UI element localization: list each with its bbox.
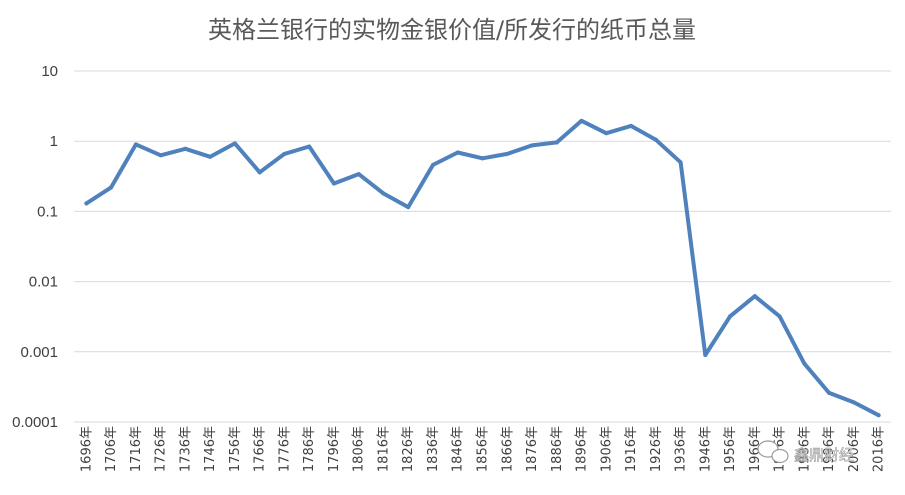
data-point bbox=[455, 150, 460, 155]
data-point bbox=[876, 413, 881, 418]
x-tick-label: 1956年 bbox=[723, 426, 738, 472]
data-point bbox=[133, 142, 138, 147]
y-tick-label: 0.0001 bbox=[12, 414, 58, 431]
wechat-icon bbox=[757, 440, 789, 464]
x-tick-label: 1846年 bbox=[451, 426, 466, 472]
data-point bbox=[554, 140, 559, 145]
x-tick-label: 1896年 bbox=[575, 426, 590, 472]
data-point bbox=[307, 144, 312, 149]
x-tick-label: 1806年 bbox=[352, 426, 367, 472]
data-point bbox=[827, 390, 832, 395]
x-tick-label: 2006年 bbox=[847, 426, 862, 472]
watermark: 鑫鼎财经 bbox=[757, 440, 854, 464]
data-point bbox=[480, 156, 485, 161]
x-tick-label: 1876年 bbox=[525, 426, 540, 472]
data-point bbox=[530, 143, 535, 148]
x-tick-label: 1986年 bbox=[797, 426, 812, 472]
data-point bbox=[356, 172, 361, 177]
gridlines bbox=[74, 70, 891, 423]
x-tick-label: 1946年 bbox=[698, 426, 713, 472]
series-line bbox=[84, 118, 881, 418]
x-tick-label: 1856年 bbox=[476, 426, 491, 472]
data-point bbox=[728, 314, 733, 319]
x-tick-label: 1906年 bbox=[599, 426, 614, 472]
x-tick-label: 2016年 bbox=[872, 426, 887, 472]
x-tick-label: 1696年 bbox=[79, 426, 94, 472]
x-tick-label: 1726年 bbox=[154, 426, 169, 472]
data-point bbox=[158, 153, 163, 158]
x-tick-label: 1766年 bbox=[253, 426, 268, 472]
data-point bbox=[604, 131, 609, 136]
data-point bbox=[381, 191, 386, 196]
x-tick-label: 1776年 bbox=[277, 426, 292, 472]
watermark-text: 鑫鼎财经 bbox=[794, 446, 854, 464]
data-point bbox=[703, 353, 708, 358]
x-tick-label: 1926年 bbox=[649, 426, 664, 472]
x-tick-label: 1966年 bbox=[748, 426, 763, 472]
data-point bbox=[505, 151, 510, 156]
y-tick-label: 1 bbox=[50, 133, 58, 150]
x-tick-label: 1886年 bbox=[550, 426, 565, 472]
x-tick-label: 1866年 bbox=[500, 426, 515, 472]
series-layer bbox=[84, 118, 881, 418]
data-point bbox=[430, 162, 435, 167]
data-point bbox=[232, 141, 237, 146]
data-point bbox=[183, 146, 188, 151]
data-point bbox=[629, 123, 634, 128]
data-point bbox=[406, 205, 411, 210]
data-point bbox=[752, 294, 757, 299]
data-point bbox=[678, 160, 683, 165]
x-tick-label: 1736年 bbox=[178, 426, 193, 472]
x-tick-label: 1706年 bbox=[104, 426, 119, 472]
data-point bbox=[109, 185, 114, 190]
x-tick-label: 1796年 bbox=[327, 426, 342, 472]
x-tick-label: 1786年 bbox=[302, 426, 317, 472]
data-point bbox=[653, 137, 658, 142]
data-point bbox=[331, 181, 336, 186]
data-point bbox=[802, 361, 807, 366]
chart-title: 英格兰银行的实物金银价值/所发行的纸币总量 bbox=[208, 16, 696, 44]
data-point bbox=[208, 154, 213, 159]
data-point bbox=[579, 118, 584, 123]
x-axis-ticks: 1696年 1706年 1716年 1726年 1736年 1746年 1756年 1766年… bbox=[79, 426, 886, 472]
x-tick-label: 1756年 bbox=[228, 426, 243, 472]
y-tick-label: 0.1 bbox=[37, 203, 58, 220]
x-tick-label: 1936年 bbox=[674, 426, 689, 472]
y-tick-label: 0.01 bbox=[29, 274, 58, 291]
x-tick-label: 1836年 bbox=[426, 426, 441, 472]
data-point bbox=[851, 400, 856, 405]
y-tick-label: 10 bbox=[41, 63, 58, 80]
data-point bbox=[257, 170, 262, 175]
x-tick-label: 1996年 bbox=[822, 426, 837, 472]
y-tick-label: 0.001 bbox=[20, 344, 58, 361]
data-point bbox=[777, 314, 782, 319]
x-tick-label: 1716年 bbox=[129, 426, 144, 472]
x-tick-label: 1816年 bbox=[376, 426, 391, 472]
x-tick-label: 1826年 bbox=[401, 426, 416, 472]
data-point bbox=[282, 151, 287, 156]
data-point bbox=[84, 201, 89, 206]
y-axis-ticks: 10 1 0.1 0.01 0.001 0.0001 bbox=[12, 63, 58, 431]
x-tick-label: 1916年 bbox=[624, 426, 639, 472]
x-tick-label: 1746年 bbox=[203, 426, 218, 472]
